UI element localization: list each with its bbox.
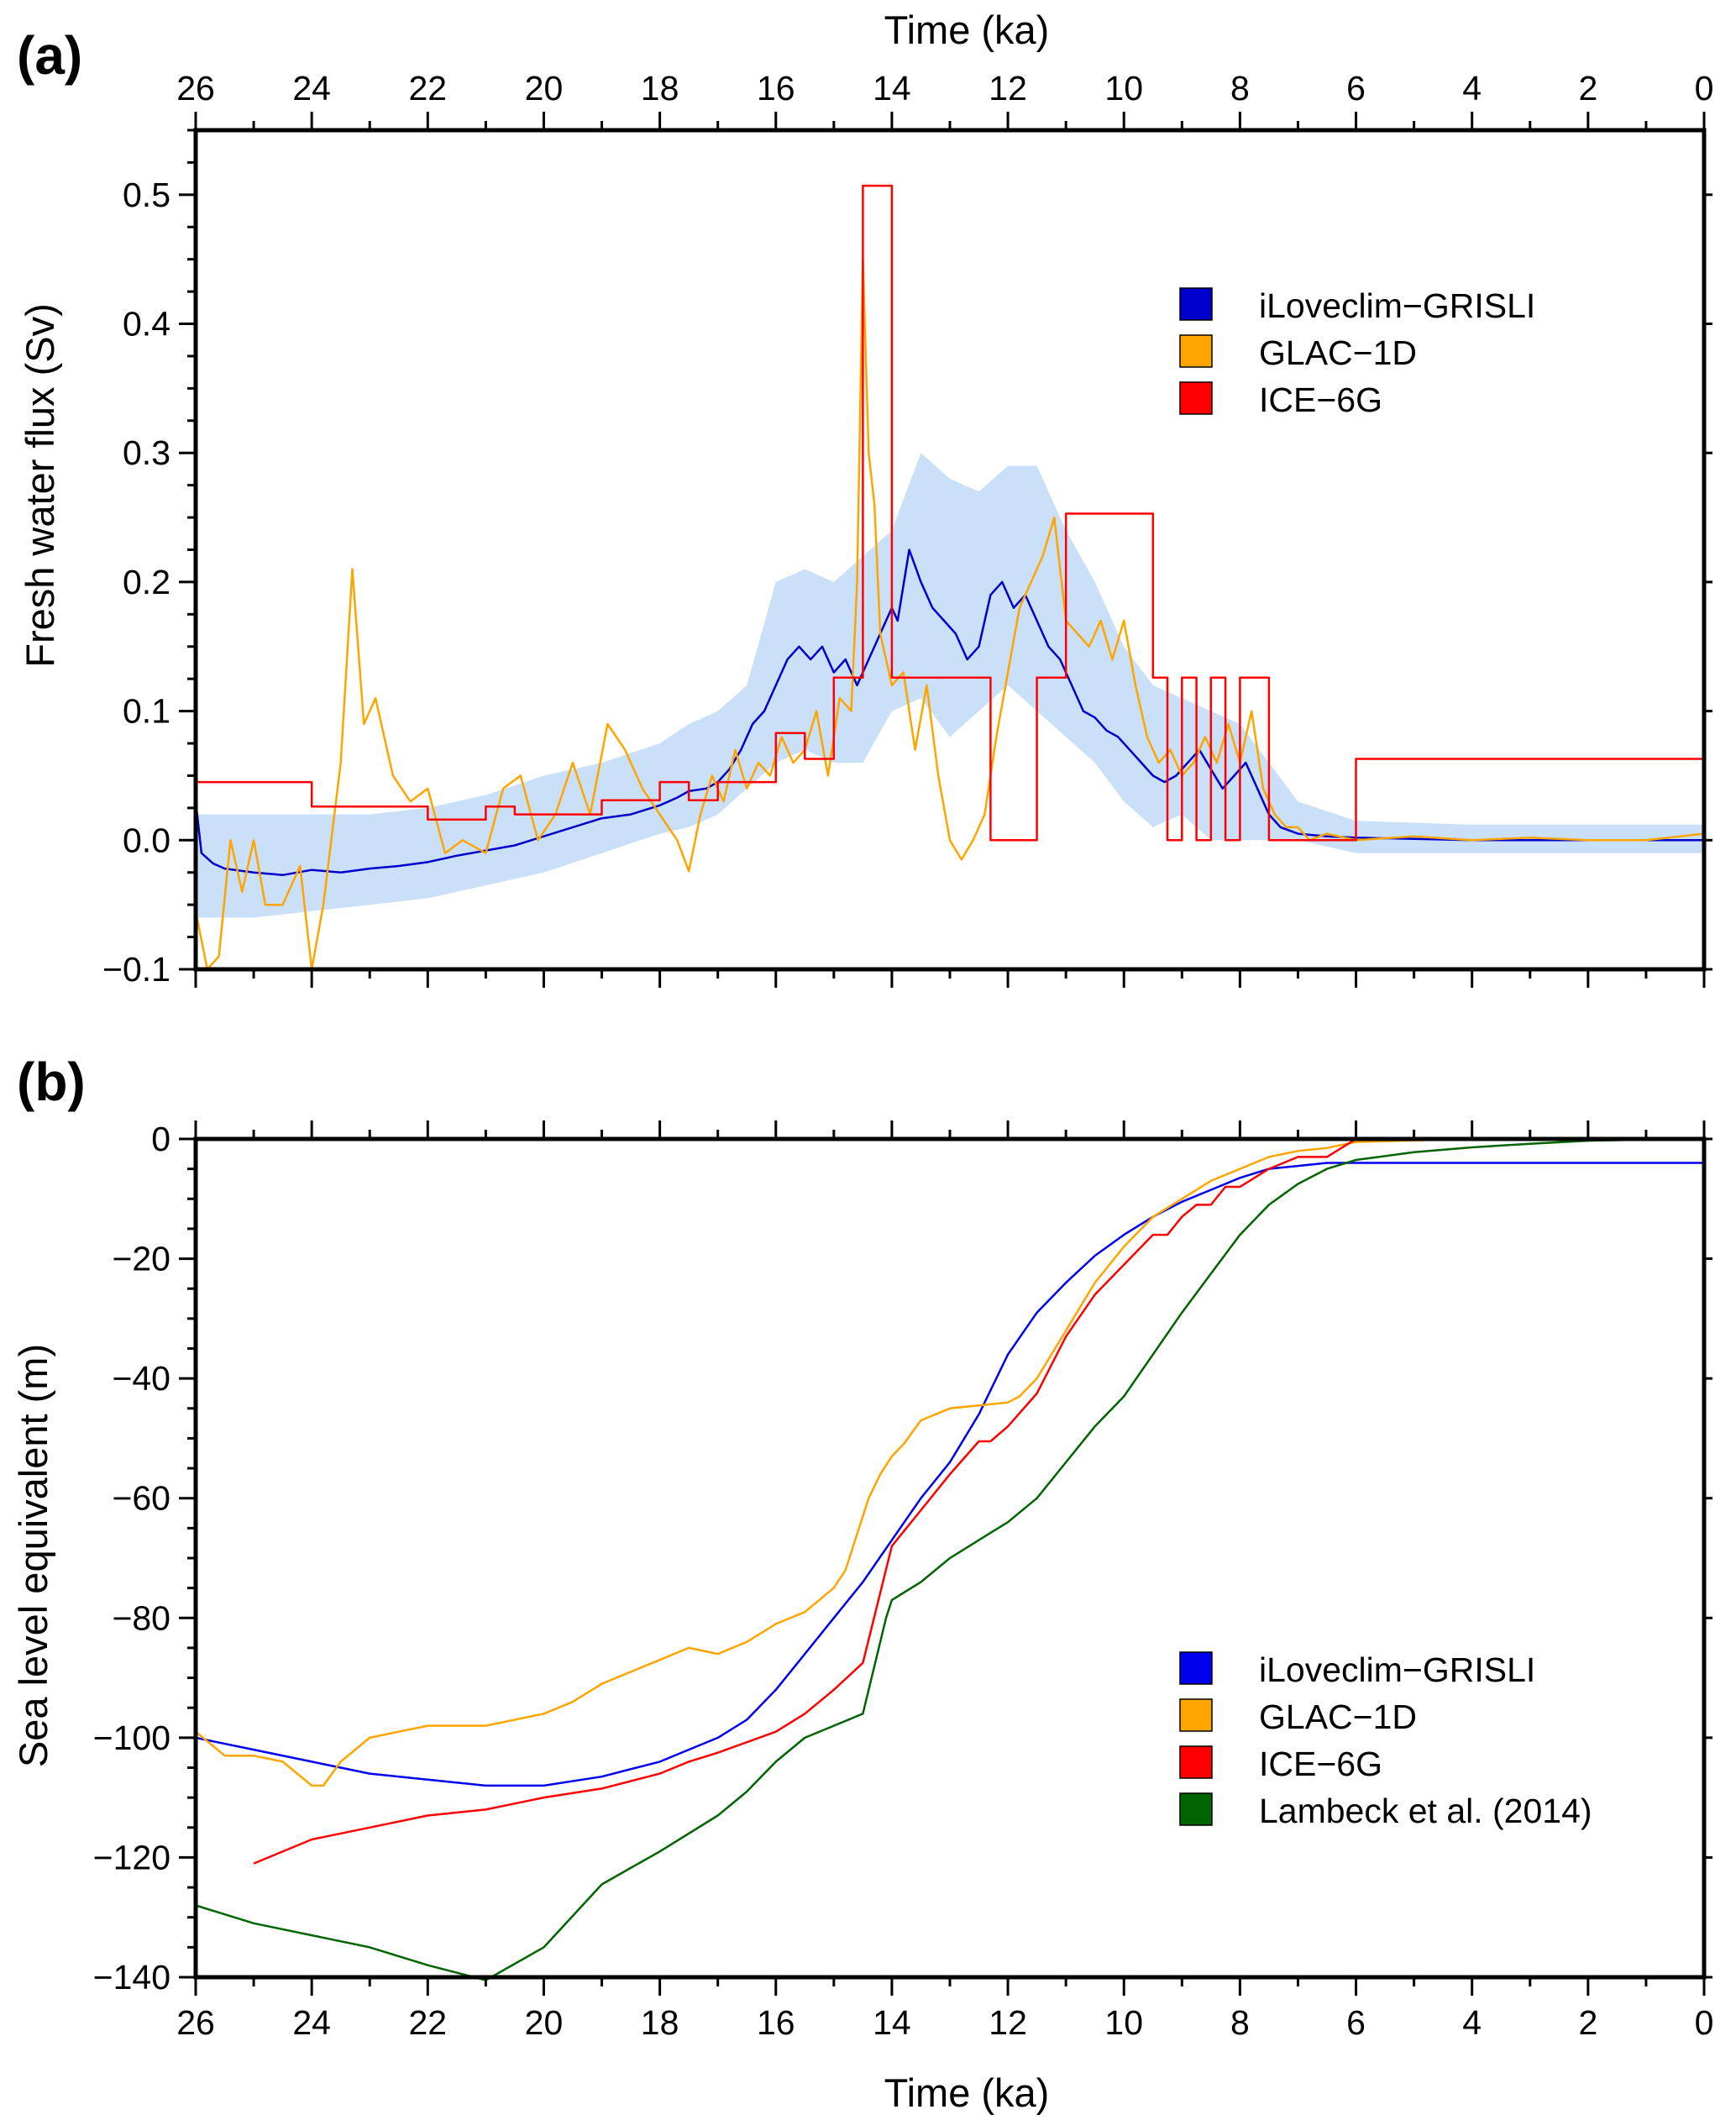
legend-label: iLoveclim−GRISLI xyxy=(1259,1650,1535,1689)
panel-a: (a) Time (ka) Fresh water flux (Sv) 26 24… xyxy=(17,8,1713,989)
legend-swatch xyxy=(1179,1792,1213,1826)
x-tick-label-top: 6 xyxy=(1346,69,1366,108)
x-tick-label-bottom: 18 xyxy=(641,2003,679,2042)
legend-label: GLAC−1D xyxy=(1259,1698,1417,1736)
series-band-iloveclim-spread xyxy=(196,453,1704,918)
x-tick-label-bottom: 2 xyxy=(1578,2003,1597,2042)
y-tick-label: −140 xyxy=(93,1958,170,1997)
legend-swatch xyxy=(1179,334,1213,368)
legend-swatch xyxy=(1179,1745,1213,1779)
panel-b-bottom-xlabel: Time (ka) xyxy=(884,2070,1050,2115)
panel-a-top-xlabel: Time (ka) xyxy=(884,8,1050,52)
series-line-iloveclim-grisli xyxy=(195,1162,1704,1787)
series-line-ice-6g xyxy=(196,184,1706,842)
legend-label: ICE−6G xyxy=(1259,380,1382,419)
y-tick-label: 0.0 xyxy=(123,821,170,859)
x-tick-label-top: 18 xyxy=(641,69,679,108)
x-tick-label-bottom: 26 xyxy=(176,2003,215,2042)
x-tick-label-top: 22 xyxy=(409,69,448,108)
y-tick-label: 0.4 xyxy=(123,305,170,344)
panel-b: (b) Time (ka) Sea level equivalent (m) 2… xyxy=(11,1052,1713,2115)
panel-a-label: (a) xyxy=(17,25,82,86)
x-tick-label-bottom: 16 xyxy=(757,2003,795,2042)
panel-a-ticks: 26 24 22 20 18 16 14 12 10 8 6 4 2 0−0.10.00.10.20.30… xyxy=(102,69,1713,989)
x-tick-label-top: 4 xyxy=(1462,69,1482,108)
y-tick-label: −40 xyxy=(112,1359,170,1398)
x-tick-label-top: 12 xyxy=(989,69,1027,108)
series-line-lambeck-et-al-2014 xyxy=(195,1137,1705,1981)
y-tick-label: −60 xyxy=(112,1479,170,1518)
series-line-ice-6g xyxy=(253,1137,1704,1865)
y-tick-label: −100 xyxy=(93,1719,170,1757)
x-tick-label-top: 16 xyxy=(757,69,795,108)
x-tick-label-top: 14 xyxy=(873,69,911,108)
x-tick-label-bottom: 6 xyxy=(1346,2003,1366,2042)
x-tick-label-bottom: 22 xyxy=(409,2003,448,2042)
panel-b-legend: iLoveclim−GRISLI GLAC−1D ICE−6G Lambeck et … xyxy=(1179,1650,1592,1830)
y-tick-label: −20 xyxy=(112,1240,170,1278)
x-tick-label-top: 0 xyxy=(1695,69,1714,108)
panel-a-ylabel: Fresh water flux (Sv) xyxy=(18,303,62,668)
x-tick-label-bottom: 20 xyxy=(525,2003,564,2042)
x-tick-label-top: 2 xyxy=(1578,69,1597,108)
panel-b-ylabel: Sea level equivalent (m) xyxy=(11,1344,55,1767)
y-tick-label: 0.5 xyxy=(123,176,170,214)
panel-b-ticks: 26 24 22 20 18 16 14 12 10 8 6 4 2 0−140−120−100−80−6… xyxy=(93,1120,1714,2042)
y-tick-label: −120 xyxy=(93,1838,170,1876)
panel-a-band-layer xyxy=(196,453,1704,918)
x-tick-label-top: 24 xyxy=(292,69,331,108)
series-line-iloveclim-grisli xyxy=(194,548,1704,877)
x-tick-label-top: 26 xyxy=(176,69,215,108)
y-tick-label: 0.2 xyxy=(123,563,170,601)
y-tick-label: 0 xyxy=(151,1120,170,1158)
legend-label: iLoveclim−GRISLI xyxy=(1259,286,1535,325)
x-tick-label-top: 8 xyxy=(1230,69,1250,108)
legend-label: ICE−6G xyxy=(1259,1745,1382,1783)
legend-label: GLAC−1D xyxy=(1259,333,1417,372)
panel-a-series-layer xyxy=(194,184,1706,971)
x-tick-label-bottom: 0 xyxy=(1695,2003,1714,2042)
series-line-glac-1d xyxy=(195,1137,1704,1787)
x-tick-label-bottom: 24 xyxy=(292,2003,331,2042)
x-tick-label-bottom: 12 xyxy=(989,2003,1027,2042)
x-tick-label-bottom: 10 xyxy=(1104,2003,1143,2042)
y-tick-label: −80 xyxy=(112,1598,170,1637)
legend-swatch xyxy=(1179,1651,1213,1685)
legend-swatch xyxy=(1179,381,1213,415)
x-tick-label-bottom: 14 xyxy=(873,2003,911,2042)
y-tick-label: 0.3 xyxy=(123,433,170,472)
panel-b-series-layer xyxy=(195,1137,1705,1981)
legend-label: Lambeck et al. (2014) xyxy=(1259,1792,1592,1830)
panel-b-label: (b) xyxy=(17,1052,86,1112)
x-tick-label-top: 20 xyxy=(525,69,564,108)
legend-swatch xyxy=(1179,287,1213,321)
y-tick-label: 0.1 xyxy=(123,692,170,731)
y-tick-label: −0.1 xyxy=(102,950,170,989)
panel-a-legend: iLoveclim−GRISLI GLAC−1D ICE−6G xyxy=(1179,286,1535,419)
x-tick-label-bottom: 4 xyxy=(1462,2003,1482,2042)
x-tick-label-top: 10 xyxy=(1104,69,1143,108)
x-tick-label-bottom: 8 xyxy=(1230,2003,1250,2042)
legend-swatch xyxy=(1179,1698,1213,1732)
